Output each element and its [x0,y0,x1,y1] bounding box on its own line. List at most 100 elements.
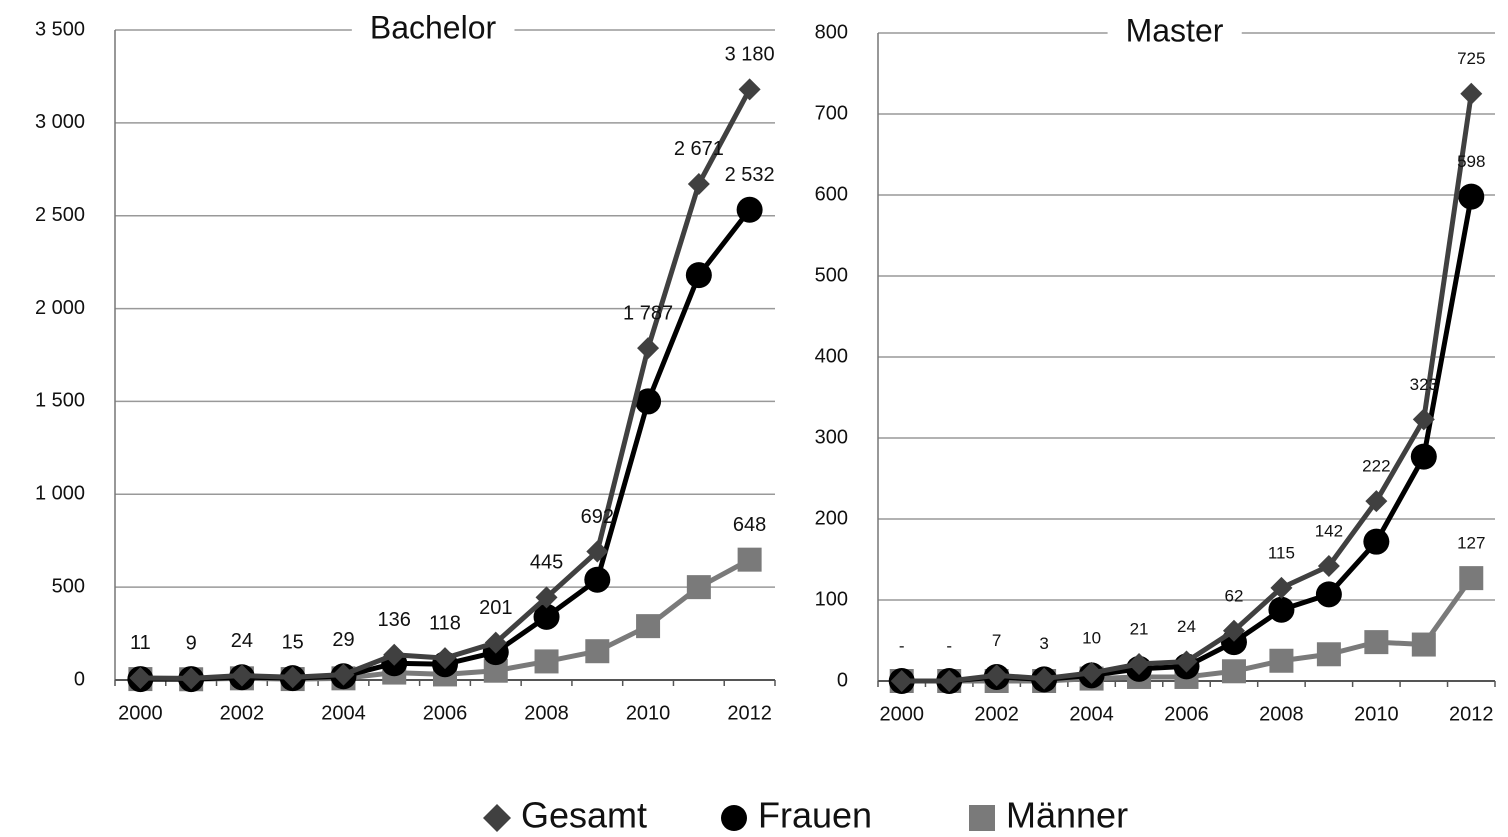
data-label: 136 [378,609,411,631]
diamond-marker [1033,667,1056,690]
circle-marker [533,603,560,630]
diamond-marker [281,666,304,689]
data-label: 7 [992,631,1001,650]
diamond-marker [535,586,558,609]
diamond-marker [1317,554,1340,577]
square-marker [1364,630,1389,655]
y-tick-label: 0 [74,668,85,690]
x-tick-label: 2002 [220,702,265,724]
y-tick-label: 1 500 [35,390,85,412]
x-tick-label: 2000 [879,703,924,725]
circle-marker [736,196,763,223]
data-label: 201 [479,597,512,619]
diamond-marker [180,667,203,690]
circle-marker [1363,528,1390,555]
x-tick-label: 2006 [1164,703,1209,725]
data-label: 62 [1225,586,1244,605]
y-tick-label: 600 [815,183,848,205]
title-background [351,9,515,46]
data-label: 24 [1177,617,1196,636]
diamond-marker [129,666,152,689]
square-marker [1459,566,1484,591]
data-label: - [946,636,952,655]
series-line [901,196,1474,684]
y-tick-label: 400 [815,345,848,367]
data-label: 1 787 [623,302,673,324]
diamond-marker [383,643,406,666]
diamond-marker [637,337,660,360]
circle-marker [1268,596,1295,623]
series-line [140,88,752,681]
x-tick-label: 2004 [321,702,366,724]
chart-title: Master [1126,12,1224,48]
data-label: 15 [282,631,304,653]
square-marker [737,547,762,572]
x-tick-label: 2006 [423,702,468,724]
data-label: 24 [231,630,253,652]
diamond-marker [890,670,913,692]
diamond-marker [1128,652,1151,675]
diamond-marker [1365,490,1388,513]
diamond-marker [483,804,511,832]
circle-marker [1410,443,1437,470]
circle-marker [1458,183,1485,210]
y-tick-label: 200 [815,507,848,529]
diamond-marker [1460,82,1483,105]
square-marker [969,805,995,831]
x-tick-label: 2004 [1069,703,1114,725]
data-label: 323 [1410,375,1438,394]
circle-marker [635,388,662,415]
x-tick-label: 2010 [626,702,671,724]
series-line [140,208,752,682]
data-label: 142 [1315,521,1343,540]
data-label: 29 [332,629,354,651]
diamond-marker [230,664,253,687]
data-label: 118 [429,612,461,634]
diamond-marker [1222,619,1245,642]
diamond-marker [586,540,609,563]
x-tick-label: 2012 [727,702,772,724]
y-tick-label: 300 [815,426,848,448]
title-background [1107,12,1242,49]
y-tick-label: 3 000 [35,111,85,133]
data-label: 222 [1362,457,1390,476]
square-marker [686,575,711,600]
diamond-marker [1412,408,1435,431]
diamond-marker [687,172,710,195]
legend-label: Männer [1006,795,1128,836]
y-tick-label: 0 [837,669,848,691]
data-label: 3 [1039,634,1048,653]
x-tick-label: 2010 [1354,703,1399,725]
legend-label: Frauen [758,795,872,836]
legend-label: Gesamt [521,795,647,836]
data-label: 3 180 [725,44,775,66]
square-marker [585,639,610,664]
diamond-marker [1270,576,1293,599]
square-marker [1221,659,1246,684]
y-tick-label: 700 [815,102,848,124]
diamond-marker [484,631,507,654]
x-tick-label: 2000 [118,702,163,724]
data-label: 21 [1130,619,1149,638]
y-tick-label: 800 [815,21,848,43]
x-tick-label: 2012 [1449,703,1494,725]
diamond-marker [434,647,456,670]
data-label: 10 [1082,628,1101,647]
diamond-marker [938,670,961,692]
circle-marker [721,805,747,831]
x-tick-label: 2002 [974,703,1019,725]
data-label: 127 [1457,534,1485,553]
square-marker [1269,648,1294,673]
circle-marker [685,262,712,289]
data-label: 9 [186,633,197,655]
circle-marker [584,566,611,593]
data-label: 725 [1457,49,1485,68]
y-tick-label: 2 000 [35,297,85,319]
chart-title: Bachelor [370,9,497,45]
square-marker [534,649,559,674]
diamond-marker [332,663,355,686]
data-label: 692 [581,506,614,528]
series-line [901,93,1474,684]
data-label: 2 532 [725,164,775,186]
